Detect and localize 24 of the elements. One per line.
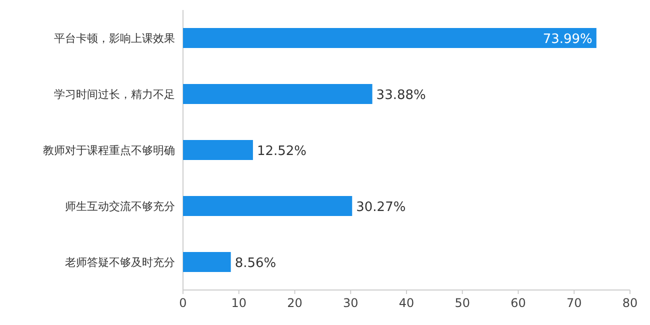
y-tick-label: 老师答疑不够及时充分: [65, 256, 175, 269]
data-label: 8.56%: [234, 256, 276, 271]
x-tick-label: 0: [179, 296, 187, 310]
y-tick-label: 学习时间过长，精力不足: [54, 88, 175, 101]
data-label: 73.99%: [542, 32, 592, 47]
bar: [183, 196, 352, 216]
x-tick-label: 20: [287, 296, 302, 310]
bar: [183, 84, 372, 104]
x-tick-label: 10: [231, 296, 247, 310]
data-label: 33.88%: [376, 88, 426, 103]
x-tick-label: 70: [566, 296, 582, 310]
x-tick-label: 40: [398, 296, 414, 310]
bar: [183, 140, 253, 160]
x-tick-label: 60: [510, 296, 526, 310]
y-tick-label: 平台卡顿，影响上课效果: [54, 32, 175, 45]
x-tick-label: 50: [454, 296, 470, 310]
y-tick-label: 教师对于课程重点不够明确: [43, 144, 175, 157]
data-label: 30.27%: [356, 200, 406, 215]
bar: [183, 252, 231, 272]
data-label: 12.52%: [256, 144, 307, 159]
x-tick-label: 30: [342, 296, 358, 310]
y-tick-label: 师生互动交流不够充分: [65, 200, 175, 213]
x-tick-label: 80: [622, 296, 638, 310]
bar: [183, 28, 596, 48]
